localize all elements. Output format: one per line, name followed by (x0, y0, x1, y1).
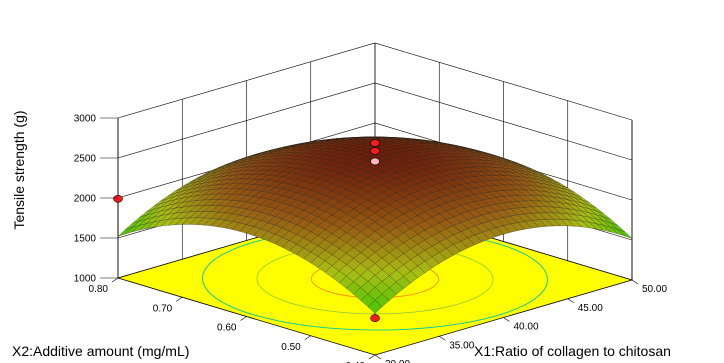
design-point (370, 314, 380, 323)
x2-tick-mark (240, 316, 247, 321)
z-tick-label: 1500 (74, 234, 97, 245)
z-axis-label: Tensile strength (g) (11, 110, 27, 229)
design-point (370, 157, 380, 166)
x1-tick-mark (631, 279, 639, 285)
x2-tick-mark (368, 354, 376, 360)
x1-tick-mark (439, 336, 446, 341)
x2-tick-label: 0.50 (281, 342, 301, 353)
z-tick-label: 2000 (74, 194, 97, 205)
x1-tick-label: 35.00 (449, 340, 474, 351)
z-tick-label: 1000 (74, 274, 97, 285)
z-tick-label: 2500 (74, 154, 97, 165)
x1-tick-mark (503, 317, 510, 322)
x2-tick-label: 0.40 (346, 361, 366, 363)
x2-tick-mark (176, 297, 183, 302)
design-points (113, 139, 380, 323)
x2-tick-label: 0.80 (89, 284, 109, 295)
x1-tick-label: 45.00 (578, 303, 603, 314)
z-tick-label: 3000 (74, 114, 97, 125)
response-surface (117, 136, 633, 314)
x2-axis-label: X2:Additive amount (mg/mL) (12, 343, 189, 359)
x1-tick-label: 40.00 (514, 322, 539, 333)
design-point (370, 147, 380, 155)
design-point (113, 195, 123, 203)
x2-tick-label: 0.70 (153, 303, 173, 314)
x1-tick-label: 50.00 (642, 284, 667, 295)
surface-cell (367, 300, 383, 314)
x1-tick-mark (567, 298, 574, 303)
x1-tick-label: 30.00 (385, 359, 410, 363)
x1-axis-label: X1:Ratio of collagen to chitosan (474, 343, 671, 359)
design-point (370, 139, 380, 147)
x1-tick-mark (374, 354, 382, 360)
x2-tick-mark (304, 335, 311, 340)
x2-tick-label: 0.60 (217, 323, 237, 334)
x2-tick-mark (111, 277, 119, 283)
axis-ticks: 1000 1500 2000 2500 3000 0.40 0.50 0.60 0.70 0.80… (74, 114, 668, 363)
